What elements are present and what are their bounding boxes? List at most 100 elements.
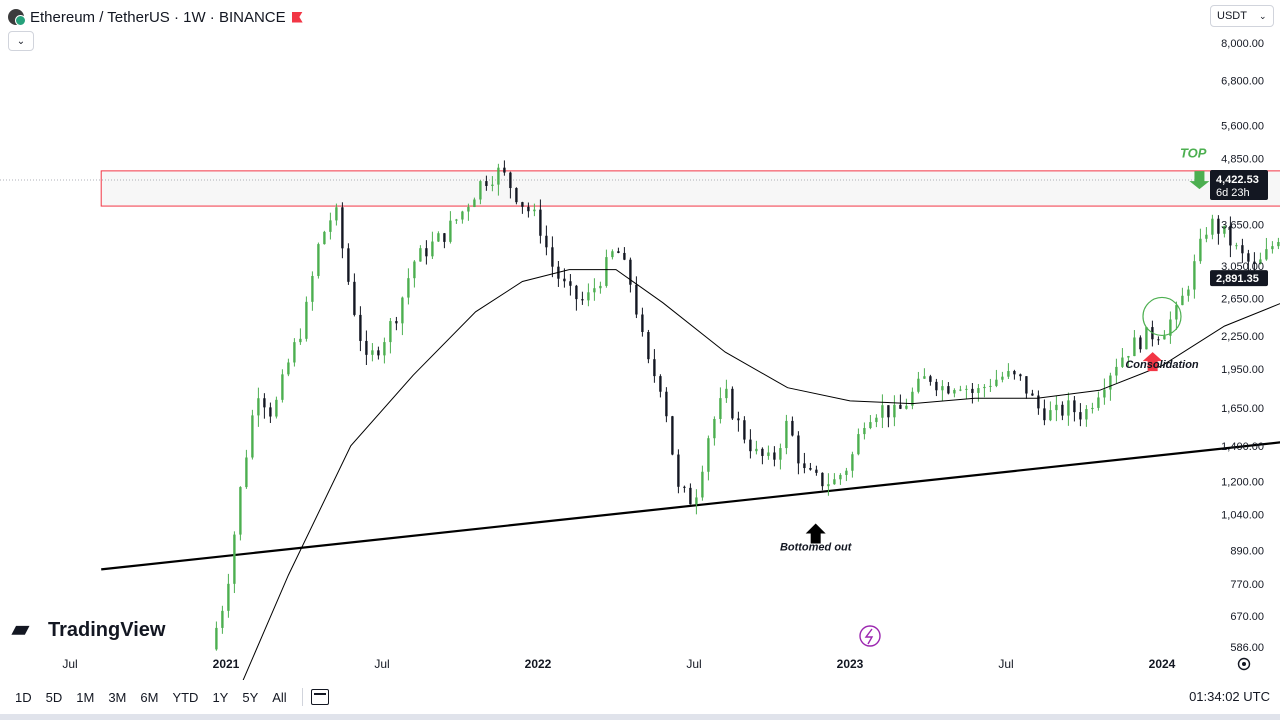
symbol-title[interactable]: Ethereum / TetherUS · 1W · BINANCE bbox=[30, 8, 286, 26]
time-axis[interactable]: Jul2021Jul2022Jul2023Jul2024Jul2025Jul20… bbox=[62, 625, 1280, 671]
calendar-icon[interactable] bbox=[310, 689, 329, 705]
candle-body bbox=[233, 534, 236, 584]
candle-body bbox=[959, 389, 962, 391]
candle-body bbox=[257, 398, 260, 416]
candle-body bbox=[1091, 407, 1094, 410]
candle-body bbox=[767, 452, 770, 456]
time-tick-label: Jul bbox=[374, 657, 389, 671]
candle-body bbox=[1205, 234, 1208, 239]
candle-body bbox=[1169, 319, 1172, 336]
candle-body bbox=[1145, 327, 1148, 350]
price-axis[interactable]: 8,000.00 6,800.00 5,600.00 4,850.00 3,650.00… bbox=[1210, 38, 1268, 654]
candle-body bbox=[539, 209, 542, 236]
candle-body bbox=[443, 233, 446, 242]
candle-body bbox=[1247, 253, 1250, 262]
time-tick-label: 2024 bbox=[1149, 657, 1176, 671]
range-button-1m[interactable]: 1M bbox=[76, 689, 95, 705]
candle-body bbox=[635, 284, 638, 315]
candle-body bbox=[851, 454, 854, 471]
price-tick-label: 1,650.00 bbox=[1221, 403, 1264, 415]
candle-body bbox=[1175, 305, 1178, 320]
candle-body bbox=[935, 381, 938, 391]
price-tick-label: 6,800.00 bbox=[1221, 76, 1264, 88]
candle-body bbox=[515, 188, 518, 203]
candle-body bbox=[1199, 238, 1202, 262]
range-button-3m[interactable]: 3M bbox=[108, 689, 127, 705]
annotation-3: Bottomed out bbox=[780, 541, 853, 553]
range-button-all[interactable]: All bbox=[272, 689, 287, 705]
time-tick-label: Jul bbox=[686, 657, 701, 671]
candle-body bbox=[641, 314, 644, 332]
candle-body bbox=[575, 285, 578, 300]
candle-body bbox=[887, 405, 890, 418]
candle-body bbox=[1163, 335, 1166, 340]
candle-body bbox=[737, 418, 740, 421]
candle-body bbox=[971, 388, 974, 393]
range-button-5y[interactable]: 5Y bbox=[242, 689, 259, 705]
moving-average-line bbox=[242, 269, 1280, 680]
candle-body bbox=[1049, 410, 1052, 421]
symbol-header[interactable]: Ethereum / TetherUS · 1W · BINANCE bbox=[8, 6, 303, 28]
time-tick-label: 2022 bbox=[525, 657, 552, 671]
candle-body bbox=[953, 389, 956, 394]
candle-body bbox=[215, 627, 218, 650]
candle-body bbox=[893, 404, 896, 418]
candle-body bbox=[1097, 397, 1100, 408]
annotation-2: Consolidation bbox=[1125, 359, 1199, 371]
candle-body bbox=[863, 428, 866, 435]
candle-body bbox=[1181, 295, 1184, 306]
candle-body bbox=[989, 385, 992, 387]
candle-body bbox=[1043, 408, 1046, 421]
candle-body bbox=[1121, 357, 1124, 367]
current-price-tag[interactable] bbox=[1210, 169, 1268, 200]
candle-body bbox=[815, 469, 818, 473]
bolt-icon[interactable] bbox=[859, 625, 881, 647]
candle-body bbox=[905, 405, 908, 409]
candle-body bbox=[449, 220, 452, 242]
candle-body bbox=[1265, 249, 1268, 260]
candle-body bbox=[569, 281, 572, 286]
candle-body bbox=[761, 448, 764, 456]
time-tick-label: 2023 bbox=[837, 657, 864, 671]
candle-body bbox=[239, 487, 242, 535]
price-tick-label: 770.00 bbox=[1230, 579, 1264, 591]
candle-body bbox=[773, 452, 776, 460]
flag-icon[interactable] bbox=[291, 11, 303, 23]
candle-body bbox=[1271, 246, 1274, 250]
markers-layer bbox=[805, 171, 1210, 544]
candle-body bbox=[1157, 339, 1160, 341]
price-tick-label: 2,650.00 bbox=[1221, 293, 1264, 305]
range-button-5d[interactable]: 5D bbox=[45, 689, 63, 705]
currency-selector[interactable]: USDT ⌄ bbox=[1210, 5, 1274, 27]
candle-body bbox=[1187, 289, 1190, 296]
candle-body bbox=[827, 484, 830, 487]
candle-body bbox=[791, 420, 794, 436]
candle-body bbox=[719, 398, 722, 419]
chevron-down-icon: ⌄ bbox=[1258, 10, 1267, 21]
candle-body bbox=[599, 285, 602, 289]
candles-layer bbox=[215, 160, 1280, 651]
ma-price-tag[interactable] bbox=[1210, 270, 1268, 287]
candle-body bbox=[1235, 245, 1238, 247]
candle-body bbox=[833, 479, 836, 485]
range-button-ytd[interactable]: YTD bbox=[172, 689, 199, 705]
candle-body bbox=[407, 278, 410, 298]
price-tick-label: 3,050.00 bbox=[1221, 261, 1264, 273]
candle-body bbox=[881, 405, 884, 418]
watermark-layer: ▰ TradingView bbox=[11, 616, 166, 641]
candle-body bbox=[389, 321, 392, 343]
utc-clock[interactable]: 01:34:02 UTC bbox=[1189, 689, 1270, 704]
price-tick-label: 1,200.00 bbox=[1221, 476, 1264, 488]
time-tick-label: 2021 bbox=[213, 657, 240, 671]
candle-body bbox=[947, 386, 950, 394]
range-button-6m[interactable]: 6M bbox=[140, 689, 159, 705]
candle-body bbox=[461, 211, 464, 220]
gear-icon[interactable] bbox=[1237, 657, 1251, 671]
collapse-legend-button[interactable]: ⌄ bbox=[8, 31, 34, 51]
price-chart[interactable]: Take profit = $3950TOPConsolidationBotto… bbox=[0, 0, 1280, 680]
range-button-1y[interactable]: 1Y bbox=[212, 689, 229, 705]
candle-body bbox=[347, 248, 350, 282]
range-button-1d[interactable]: 1D bbox=[15, 689, 32, 705]
candle-body bbox=[1277, 242, 1280, 247]
time-tick-label: Jul bbox=[998, 657, 1013, 671]
